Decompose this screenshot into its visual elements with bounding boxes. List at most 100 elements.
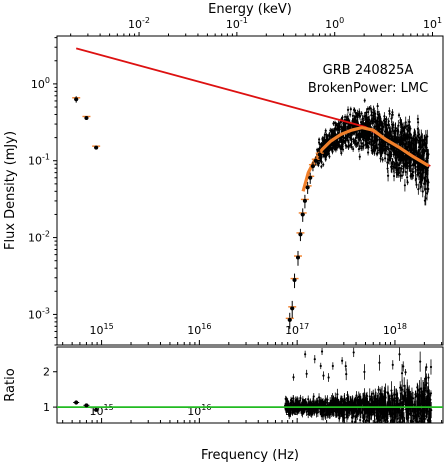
xray-point [391, 126, 394, 129]
xray-point [373, 111, 376, 114]
xray-point [316, 161, 319, 165]
xray-point [380, 123, 383, 127]
xray-point [394, 127, 397, 130]
xray-point [331, 150, 334, 153]
xray-point [348, 133, 351, 137]
xray-point [392, 130, 395, 133]
y-tick-label-3: 100 [31, 76, 50, 91]
xray-point [417, 188, 420, 191]
ratio-point [327, 376, 330, 379]
x-tick-label-3: 1018 [383, 322, 407, 337]
xray-point [402, 165, 405, 168]
xray-point [360, 112, 363, 115]
x-tick-label-1: 1016 [187, 322, 211, 337]
data-point-13 [313, 158, 318, 163]
xray-point [374, 141, 378, 144]
ratio-point [412, 417, 416, 420]
ratio-point [414, 394, 417, 397]
xray-point [322, 163, 325, 166]
data-point-10 [305, 185, 310, 190]
data-point-8 [300, 212, 305, 217]
xray-point [347, 117, 350, 121]
data-point-3 [287, 317, 292, 322]
xray-point [387, 120, 390, 123]
ratio-point [292, 397, 295, 400]
ratio-point [387, 400, 390, 403]
xray-point [353, 120, 356, 123]
energy-tick-label-3: 101 [423, 16, 442, 31]
ratio-point [292, 376, 295, 379]
xray-point [382, 149, 386, 152]
xray-point [379, 127, 382, 131]
ratio-point [345, 411, 349, 414]
xray-point [399, 143, 402, 147]
ratio-point [390, 389, 393, 392]
xray-point [365, 116, 369, 119]
xray-point [406, 167, 409, 170]
xray-point [341, 145, 344, 148]
y-tick-label-1: 10-2 [28, 230, 50, 245]
ratio-point [307, 398, 310, 401]
xray-point [328, 155, 331, 158]
xray-point [319, 159, 322, 162]
xray-point [362, 144, 365, 147]
ratio-point [398, 425, 400, 427]
xray-point [391, 162, 394, 165]
data-point-1 [84, 115, 89, 120]
xray-point [420, 146, 423, 149]
xray-point [408, 165, 411, 168]
ratio-point [421, 429, 423, 431]
ratio-point [427, 410, 430, 413]
data-point-5 [292, 278, 297, 283]
data-point-11 [308, 175, 313, 180]
xray-point [341, 116, 344, 119]
xray-point [370, 144, 373, 147]
xray-point [426, 187, 429, 190]
ratio-point [421, 430, 423, 432]
xray-point [396, 133, 399, 136]
xray-point [368, 124, 371, 128]
xray-point [401, 151, 404, 154]
xray-point [391, 111, 394, 114]
xray-point [419, 185, 422, 188]
xray-point [406, 176, 409, 179]
data-point-6 [296, 255, 301, 260]
xray-point [399, 158, 402, 161]
xray-point [401, 142, 404, 145]
xray-point [418, 143, 422, 146]
ratio-point [320, 350, 324, 353]
ratio-point [416, 413, 419, 416]
xray-point [364, 132, 368, 135]
xray-point [399, 174, 402, 177]
xray-point [343, 115, 347, 119]
ratio-point [312, 395, 315, 398]
xray-point [388, 130, 392, 133]
xray-point [375, 152, 379, 155]
ratio-point [427, 434, 429, 436]
xray-point [419, 168, 422, 171]
xray-point [402, 134, 405, 138]
xray-point [347, 127, 350, 130]
xray-point [383, 157, 387, 160]
xray-point [422, 150, 425, 153]
ratio-point [383, 416, 386, 420]
xray-point [388, 136, 391, 139]
ratio-point [290, 403, 293, 406]
xray-point [424, 197, 427, 200]
xray-point [390, 117, 393, 120]
xray-point [338, 144, 341, 147]
xray-point [358, 114, 361, 117]
ratio-point [301, 398, 304, 401]
xray-point [424, 159, 427, 163]
ratio-point [399, 402, 403, 405]
xray-point [381, 149, 384, 152]
xray-point [388, 112, 391, 115]
xray-point [333, 129, 337, 133]
ratio-point [378, 392, 382, 396]
xray-point [420, 136, 423, 139]
xray-point [392, 174, 396, 178]
xray-point [394, 156, 397, 159]
xray-point [410, 158, 413, 161]
xray-point [324, 129, 327, 132]
xray-point [322, 136, 326, 139]
